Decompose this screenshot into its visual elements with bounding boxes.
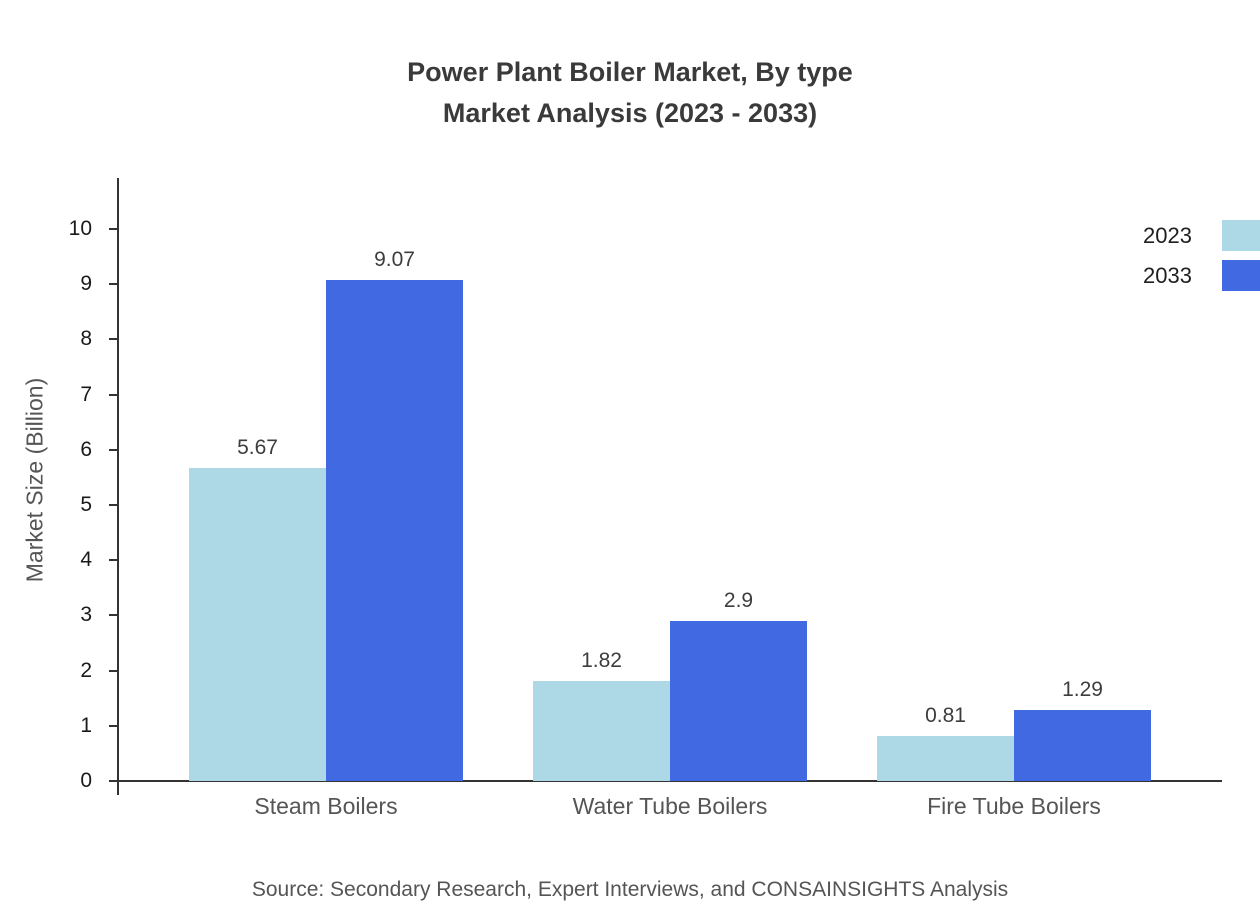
value-label-2023-water-tube-boilers: 1.82 [581, 648, 622, 672]
y-tick-mark [109, 669, 117, 672]
y-axis-ticks: 0 1 2 3 4 5 6 7 8 9 10 [0, 217, 118, 792]
value-label-2023-steam-boilers: 5.67 [237, 436, 278, 460]
value-label-2023-fire-tube-boilers: 0.81 [925, 704, 966, 728]
legend-swatch-2033 [1222, 260, 1260, 291]
y-tick-mark [109, 448, 117, 451]
y-tick-label: 10 [68, 217, 92, 240]
category-label-water-tube-boilers: Water Tube Boilers [572, 793, 768, 819]
plot-area: 5.67 9.07 1.82 2.9 0.81 1.29 [118, 229, 1222, 781]
value-label-2033-water-tube-boilers: 2.9 [723, 588, 754, 612]
chart-title-line2: Market Analysis (2023 - 2033) [442, 98, 818, 128]
y-tick-label: 7 [80, 382, 92, 406]
y-axis-line [117, 178, 119, 795]
y-tick-mark [109, 559, 117, 562]
y-tick-mark [109, 780, 117, 782]
y-tick-mark [109, 228, 117, 230]
y-tick-label: 9 [80, 272, 92, 296]
y-tick-mark [109, 724, 117, 727]
value-label-2033-steam-boilers: 9.07 [374, 248, 415, 272]
y-tick-label: 2 [80, 658, 92, 682]
legend-swatch-2023 [1222, 220, 1260, 251]
chart-title-line1: Power Plant Boiler Market, By type [407, 57, 853, 87]
bar-2033-fire-tube-boilers [1014, 709, 1151, 781]
legend-item-2033: 2033 [1143, 260, 1260, 291]
y-tick-label: 3 [80, 603, 92, 627]
y-tick-label: 8 [80, 327, 92, 351]
bar-2023-water-tube-boilers [533, 680, 670, 781]
legend-label-2033: 2033 [1143, 262, 1192, 288]
y-tick-label: 4 [80, 548, 92, 572]
y-tick-label: 1 [80, 713, 92, 737]
category-label-fire-tube-boilers: Fire Tube Boilers [927, 793, 1101, 819]
y-tick-mark [109, 504, 117, 506]
bar-2033-steam-boilers [326, 280, 463, 781]
y-tick-label: 5 [80, 493, 92, 516]
bar-2033-water-tube-boilers [670, 620, 807, 781]
legend: 2023 2033 [1143, 220, 1260, 300]
legend-item-2023: 2023 [1143, 220, 1260, 251]
y-tick-mark [109, 338, 117, 341]
y-tick-label: 6 [80, 437, 92, 461]
y-tick-mark [109, 393, 117, 396]
y-tick-label: 0 [80, 769, 92, 792]
value-label-2033-fire-tube-boilers: 1.29 [1062, 677, 1103, 701]
x-axis-category-labels: Steam Boilers Water Tube Boilers Fire Tube… [118, 793, 1222, 833]
category-label-steam-boilers: Steam Boilers [254, 793, 398, 819]
x-axis-line [117, 780, 1222, 782]
y-tick-mark [109, 614, 117, 617]
bar-2023-steam-boilers [189, 468, 326, 781]
bar-2023-fire-tube-boilers [877, 736, 1014, 781]
chart-title: Power Plant Boiler Market, By type Marke… [0, 52, 1260, 134]
legend-label-2023: 2023 [1143, 222, 1192, 248]
source-note: Source: Secondary Research, Expert Inter… [251, 878, 1009, 901]
y-tick-mark [109, 283, 117, 286]
